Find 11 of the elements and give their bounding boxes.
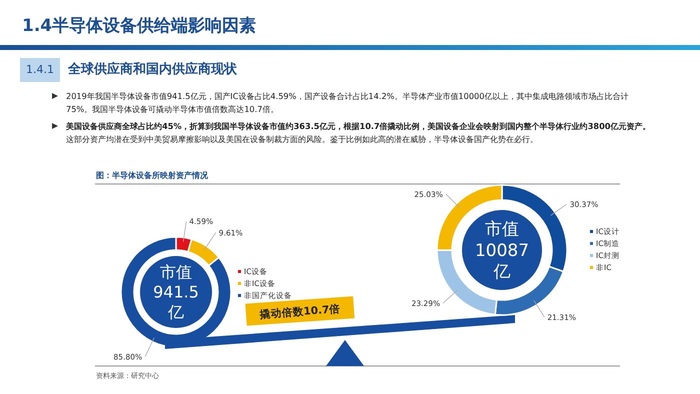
text: 2019年我国半导体设备市值941.5亿元，国产IC设备占比4.59%，国产设备合计占比14.2%。半导体产业市值10000亿以上，其中集成电路领域市场占比合计75%。我国半导体设备可撬动半导体市值倍数高达10.7倍。 xyxy=(65,90,630,116)
text: 全球供应商和国内供应商现状 xyxy=(68,60,237,78)
text: 市值 941.5 亿 xyxy=(153,262,199,322)
chart-title: 图：半导体设备所映射资产情况 xyxy=(96,171,209,180)
donut-slice xyxy=(120,236,232,348)
text: 市值 10087 亿 xyxy=(474,220,530,282)
text: 这部分资产均潜在受到中美贸易摩擦影响以及美国在设备制裁方面的风险。鉴于比例如此高的潜在威胁，半导体设备国产化势在必行。 xyxy=(66,134,538,144)
text: 美国设备供应商全球占比约45%，折算到我国半导体设备市值约363.5亿元，根据10.7倍撬动比例，美国设备企业会映射到国内整个半导体行业约3800亿元资产。 xyxy=(66,121,650,131)
text: 撬动倍数10.7倍 xyxy=(258,302,341,321)
text: 1.4半导体设备供给端影响因素 xyxy=(22,15,256,37)
text: 1.4.1 xyxy=(20,58,60,82)
